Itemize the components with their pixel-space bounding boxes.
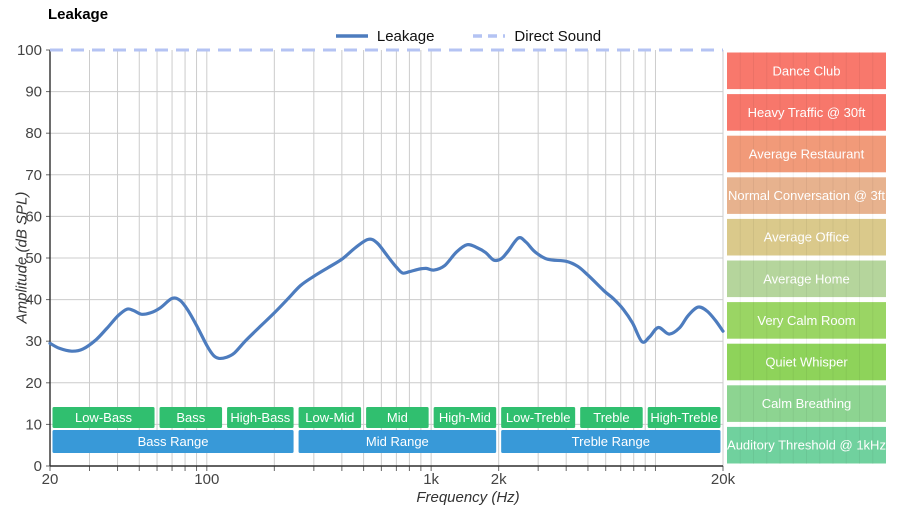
y-tick-label: 30 [25, 333, 42, 350]
range-bar-label-mid-range: Mid Range [366, 434, 429, 449]
y-tick-label: 70 [25, 167, 42, 184]
loudness-band-label-dance-club: Dance Club [773, 63, 841, 78]
loudness-band-auditory-threshold-1khz [727, 426, 886, 464]
direct-sound-line-swatch [473, 34, 506, 38]
loudness-band-very-calm-room [727, 302, 886, 339]
legend-item-leakage[interactable]: Leakage [335, 27, 435, 45]
range-bar-label-treble-range: Treble Range [572, 434, 650, 449]
chart-title: Leakage [48, 6, 109, 23]
loudness-band-average-office [727, 218, 886, 256]
freq-band-button-low-treble[interactable] [501, 407, 576, 428]
loudness-band-label-quiet-whisper: Quiet Whisper [765, 355, 848, 370]
freq-band-label-low-treble: Low-Treble [506, 410, 571, 425]
legend-label-direct-sound: Direct Sound [514, 27, 602, 45]
y-tick-label: 80 [25, 125, 42, 142]
freq-band-button-high-mid[interactable] [433, 407, 497, 428]
freq-band-label-treble: Treble [593, 410, 629, 425]
y-tick-label: 90 [25, 84, 42, 101]
y-tick-label: 40 [25, 292, 42, 309]
y-tick-label: 100 [17, 42, 42, 59]
legend-label-leakage: Leakage [376, 27, 435, 45]
y-tick-label: 10 [25, 416, 42, 433]
freq-band-label-bass: Bass [176, 410, 205, 425]
y-tick-label: 0 [34, 458, 42, 475]
loudness-band-label-average-restaurant: Average Restaurant [749, 147, 865, 162]
y-tick-label: 60 [25, 208, 42, 225]
freq-band-label-high-bass: High-Bass [230, 410, 290, 425]
loudness-band-label-average-home: Average Home [763, 271, 849, 286]
loudness-band-quiet-whisper [727, 343, 886, 381]
loudness-band-dance-club [727, 52, 886, 90]
legend-item-direct-sound[interactable]: Direct Sound [472, 28, 601, 45]
loudness-band-average-home [727, 260, 886, 298]
freq-band-button-high-bass[interactable] [227, 407, 294, 428]
loudness-band-calm-breathing [727, 385, 886, 422]
loudness-band-heavy-traffic-30ft [727, 94, 886, 131]
x-axis-label: Frequency (Hz) [416, 489, 520, 506]
loudness-band-label-calm-breathing: Calm Breathing [762, 396, 852, 411]
freq-band-label-low-mid: Low-Mid [305, 410, 354, 425]
loudness-band-label-average-office: Average Office [764, 230, 850, 245]
freq-band-label-high-mid: High-Mid [439, 410, 491, 425]
chart-legend: Leakage Direct Sound [50, 26, 886, 46]
loudness-band-normal-conversation-3ft [727, 177, 886, 214]
y-tick-label: 20 [25, 375, 42, 392]
y-tick-label: 50 [25, 250, 42, 267]
x-tick-label: 20k [711, 471, 736, 488]
loudness-band-label-heavy-traffic-30ft: Heavy Traffic @ 30ft [748, 105, 866, 120]
loudness-band-average-restaurant [727, 135, 886, 173]
range-bar-bass-range[interactable] [52, 430, 294, 453]
loudness-band-label-very-calm-room: Very Calm Room [757, 313, 855, 328]
freq-band-button-low-mid[interactable] [298, 407, 362, 428]
freq-band-button-high-treble[interactable] [647, 407, 721, 428]
freq-band-label-high-treble: High-Treble [650, 410, 717, 425]
x-tick-label: 2k [491, 471, 507, 488]
range-bar-mid-range[interactable] [298, 430, 497, 453]
freq-band-button-bass[interactable] [159, 407, 223, 428]
range-bar-treble-range[interactable] [501, 430, 721, 453]
range-bar-label-bass-range: Bass Range [138, 434, 209, 449]
freq-band-button-low-bass[interactable] [52, 407, 155, 428]
x-tick-label: 20 [42, 471, 59, 488]
leakage-curve [48, 236, 725, 361]
x-tick-label: 100 [194, 471, 219, 488]
loudness-band-label-auditory-threshold-1khz: Auditory Threshold @ 1kHz [727, 438, 886, 453]
x-tick-label: 1k [423, 471, 439, 488]
leakage-line-swatch [335, 34, 368, 38]
loudness-band-label-normal-conversation-3ft: Normal Conversation @ 3ft [728, 188, 885, 203]
freq-band-button-treble[interactable] [580, 407, 643, 428]
freq-band-label-mid: Mid [387, 410, 408, 425]
freq-band-button-mid[interactable] [366, 407, 429, 428]
freq-band-label-low-bass: Low-Bass [75, 410, 133, 425]
